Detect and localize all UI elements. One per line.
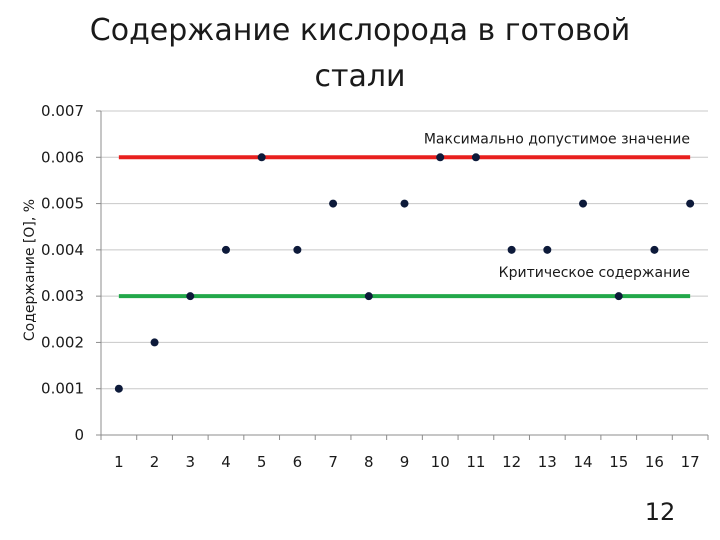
data-point [364, 292, 373, 301]
x-tick-label: 14 [573, 453, 592, 471]
x-tick-label: 17 [681, 453, 700, 471]
critical-label: Критическое содержание [499, 265, 690, 281]
y-tick-label: 0.006 [41, 148, 84, 166]
data-point [579, 199, 588, 208]
x-tick-label: 3 [185, 453, 195, 471]
data-point [329, 199, 338, 208]
reference-lines: Максимально допустимое значение Критическ… [118, 131, 691, 299]
x-tick-label: 16 [645, 453, 664, 471]
data-points [114, 153, 695, 393]
x-tick-label: 4 [221, 453, 231, 471]
x-tick-label: 6 [293, 453, 303, 471]
y-tick-label: 0.003 [41, 287, 84, 305]
y-tick-label: 0.002 [41, 333, 84, 351]
data-point [257, 153, 266, 162]
data-point [650, 245, 659, 254]
x-tick-label: 9 [400, 453, 410, 471]
gridlines [101, 110, 708, 390]
data-point [114, 384, 123, 393]
y-axis-label: Содержание [O], % [22, 199, 38, 341]
x-tick-label: 2 [150, 453, 160, 471]
data-point [614, 292, 623, 301]
max-allowed-label: Максимально допустимое значение [424, 131, 690, 147]
x-tick-labels: 1 2 3 4 5 6 7 8 9 10 11 12 13 14 15 16 17 [114, 453, 700, 471]
page-title: Содержание кислорода в готовой стали [89, 13, 631, 94]
data-point [400, 199, 409, 208]
y-tick-label: 0.005 [41, 195, 84, 213]
axes [96, 110, 709, 440]
y-tick-label: 0.004 [41, 241, 84, 259]
y-tick-label: 0.001 [41, 380, 84, 398]
data-point [507, 245, 516, 254]
x-tick-label: 15 [609, 453, 628, 471]
data-point [150, 338, 159, 347]
data-point [186, 292, 195, 301]
x-tick-label: 10 [431, 453, 450, 471]
data-point [471, 153, 480, 162]
x-tick-label: 1 [114, 453, 124, 471]
x-tick-label: 11 [466, 453, 485, 471]
data-point [293, 245, 302, 254]
data-point [686, 199, 695, 208]
data-point [436, 153, 445, 162]
x-tick-label: 13 [538, 453, 557, 471]
data-point [543, 245, 552, 254]
x-tick-label: 8 [364, 453, 374, 471]
y-tick-label: 0.007 [41, 102, 84, 120]
x-tick-label: 7 [328, 453, 338, 471]
page-number: 12 [644, 498, 676, 526]
y-tick-labels: 0 0.001 0.002 0.003 0.004 0.005 0.006 0.007 [41, 102, 84, 444]
data-point [221, 245, 230, 254]
x-tick-label: 5 [257, 453, 267, 471]
y-tick-label: 0 [74, 426, 84, 444]
x-tick-label: 12 [502, 453, 521, 471]
